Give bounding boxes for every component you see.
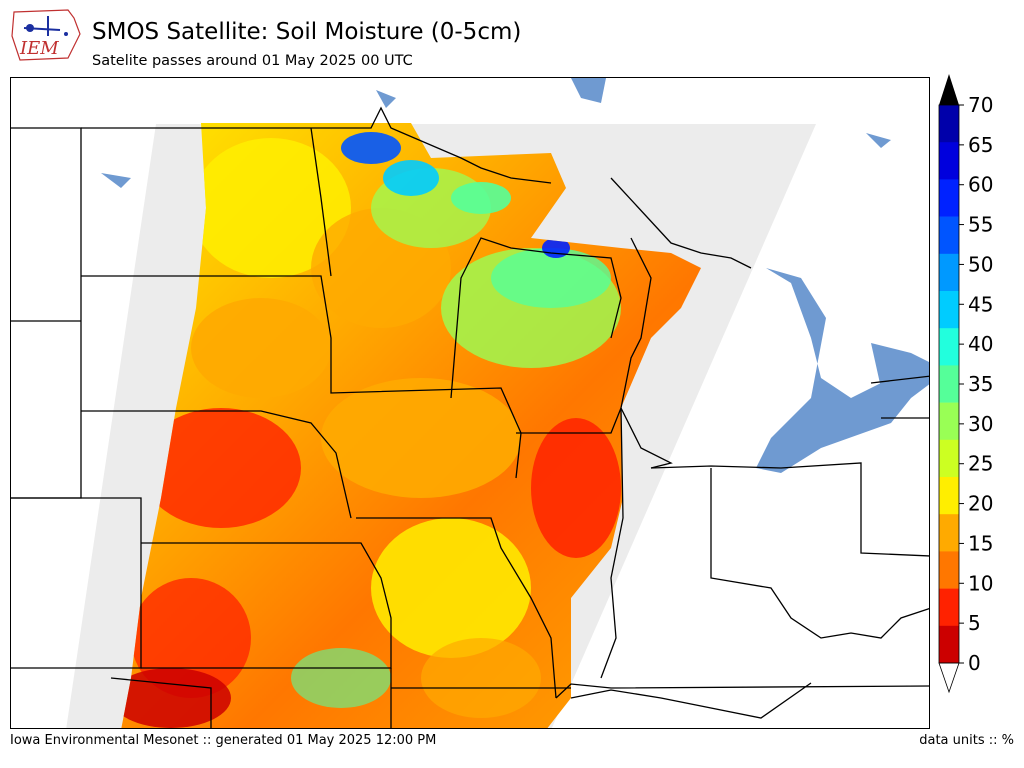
map-canvas — [11, 78, 929, 728]
colorbar-label: 45 — [968, 292, 993, 316]
state-borders — [11, 106, 929, 728]
logo-text: IEM — [19, 38, 59, 59]
colorbar-cell — [939, 179, 959, 217]
colorbar-cell — [939, 291, 959, 329]
colorbar-cell — [939, 477, 959, 515]
colorbar-label: 30 — [968, 412, 993, 436]
colorbar-cell — [939, 551, 959, 589]
colorbar-label: 20 — [968, 492, 993, 516]
colorbar-cell — [939, 625, 959, 664]
colorbar-label: 0 — [968, 651, 981, 675]
colorbar-label: 15 — [968, 531, 993, 555]
colorbar-label: 70 — [968, 93, 993, 117]
colorbar-cell — [939, 328, 959, 366]
colorbar-label: 65 — [968, 133, 993, 157]
iem-logo: IEM — [8, 6, 86, 66]
footer-units: data units :: % — [919, 733, 1014, 748]
colorbar-cell — [939, 588, 959, 627]
colorbar-label: 40 — [968, 332, 993, 356]
colorbar-label: 10 — [968, 571, 993, 595]
colorbar-cell — [939, 439, 959, 478]
colorbar-cell — [939, 105, 959, 143]
colorbar-cell — [939, 142, 959, 180]
colorbar-label: 35 — [968, 372, 993, 396]
colorbar-label: 25 — [968, 452, 993, 476]
colorbar-label: 50 — [968, 252, 993, 276]
colorbar-cell — [939, 216, 959, 255]
colorbar-cell — [939, 365, 959, 403]
colorbar-over-arrow — [939, 74, 959, 105]
map-title: SMOS Satellite: Soil Moisture (0-5cm) — [92, 19, 522, 45]
colorbar-label: 60 — [968, 173, 993, 197]
colorbar-under-arrow — [938, 662, 960, 694]
colorbar-label: 5 — [968, 611, 981, 635]
footer-credit: Iowa Environmental Mesonet :: generated … — [10, 733, 437, 748]
colorbar-cell — [939, 253, 959, 292]
colorbar-label: 55 — [968, 213, 993, 237]
colorbar-cell — [939, 402, 959, 441]
colorbar-cell — [939, 514, 959, 552]
soil-moisture-map — [10, 77, 930, 729]
map-subtitle: Satelite passes around 01 May 2025 00 UT… — [92, 53, 413, 69]
colorbar-legend: 70 65 60 55 50 45 40 35 30 25 20 15 10 5 0 — [936, 74, 1024, 694]
lakes — [101, 78, 929, 473]
